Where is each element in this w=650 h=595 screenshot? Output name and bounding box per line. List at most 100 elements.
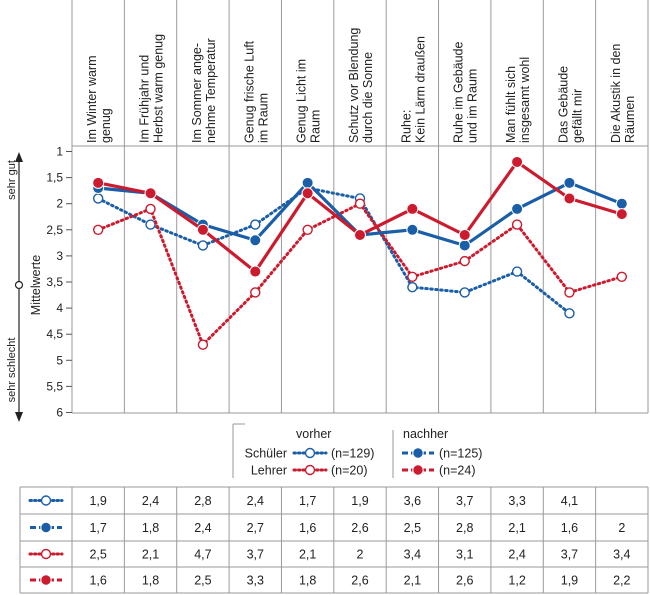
y-axis-bottom-label: sehr schlecht bbox=[6, 338, 18, 403]
legend-header-nachher: nachher bbox=[403, 427, 448, 441]
table-cell-value: 2,6 bbox=[456, 574, 473, 588]
legend-n-label: (n=20) bbox=[331, 464, 367, 478]
data-point bbox=[459, 287, 470, 298]
table-cell-value: 2 bbox=[357, 548, 364, 562]
data-point bbox=[145, 219, 156, 230]
y-tick-label: 1 bbox=[56, 145, 63, 159]
data-point bbox=[458, 229, 471, 242]
legend: vorher nachher Schüler (n=129) (n=125) Lehrer… bbox=[232, 423, 482, 478]
data-point bbox=[144, 187, 157, 200]
data-point bbox=[616, 271, 628, 282]
data-point bbox=[511, 266, 523, 277]
table-cell-value: 2,8 bbox=[194, 494, 211, 508]
column-header-line: im Raum bbox=[256, 93, 270, 143]
column-header-line: insgesamt wohl bbox=[518, 57, 532, 143]
data-point bbox=[197, 240, 209, 251]
data-point bbox=[302, 224, 313, 236]
table-cell-value: 4,1 bbox=[561, 494, 578, 508]
data-point bbox=[406, 202, 419, 215]
legend-marker bbox=[40, 548, 52, 560]
table-cell-value: 2,4 bbox=[247, 494, 264, 508]
table-cell-value: 1,9 bbox=[89, 494, 106, 508]
data-point bbox=[354, 198, 366, 209]
table-cell-value: 1,6 bbox=[89, 574, 106, 588]
table-cell-value: 2,1 bbox=[142, 548, 159, 562]
arrow-down-icon bbox=[15, 412, 23, 422]
column-header-line: Im Frühjahr und bbox=[138, 55, 152, 143]
legend-row-label: Schüler bbox=[245, 447, 287, 461]
table-cell-value: 2,4 bbox=[508, 548, 525, 562]
data-point bbox=[511, 219, 523, 230]
column-header-line: Herbst warm genug bbox=[152, 34, 166, 143]
y-tick-label: 5 bbox=[56, 353, 63, 367]
table-cell-value: 1,9 bbox=[561, 574, 578, 588]
grid bbox=[71, 0, 649, 414]
table-cell-value: 1,8 bbox=[142, 521, 159, 535]
data-point bbox=[92, 224, 104, 236]
data-point bbox=[249, 234, 262, 247]
table-cell-value: 3,1 bbox=[456, 548, 473, 562]
column-header-label: Im Frühjahr undHerbst warm genug bbox=[138, 34, 166, 143]
column-header-line: Genug Licht im bbox=[295, 59, 309, 143]
data-point bbox=[615, 197, 628, 210]
column-header-line: Im Winter warm bbox=[85, 56, 99, 144]
table-cell-value: 1,9 bbox=[351, 494, 368, 508]
table-cell-value: 2,5 bbox=[194, 574, 211, 588]
column-header-label: Im Winter warmgenug bbox=[85, 56, 113, 144]
table-cell-value: 2,7 bbox=[247, 521, 264, 535]
table-cell-value: 2,5 bbox=[404, 521, 421, 535]
table-cell-value: 1,7 bbox=[299, 494, 316, 508]
column-header-line: Schutz vor Blendung bbox=[347, 28, 361, 143]
column-header-label: Schutz vor Blendungdurch die Sonne bbox=[347, 28, 375, 143]
data-point bbox=[407, 271, 418, 282]
table-cell-value: 3,7 bbox=[456, 494, 473, 508]
data-point bbox=[511, 202, 524, 215]
legend-marker bbox=[40, 521, 52, 534]
legend-marker bbox=[304, 464, 316, 476]
column-header-line: Räumen bbox=[623, 96, 637, 143]
data-table: 1,9 2,4 2,8 2,4 1,7 1,9 3,6 3,7 3,3 4,1 1,7 1,8 2,4 2… bbox=[19, 486, 649, 594]
data-point bbox=[92, 176, 105, 189]
legend-n-label: (n=125) bbox=[439, 447, 482, 461]
table-cell-value: 2,1 bbox=[299, 548, 316, 562]
table-cell-value: 1,8 bbox=[142, 574, 159, 588]
column-header-line: gefällt mir bbox=[570, 89, 584, 143]
midpoint-marker bbox=[14, 280, 24, 290]
y-tick-label: 4,5 bbox=[46, 327, 63, 341]
table-cell-value: 3,6 bbox=[404, 494, 421, 508]
arrow-up-icon bbox=[15, 152, 23, 162]
table-cell-value: 2 bbox=[618, 521, 625, 535]
table-cell-value: 3,3 bbox=[247, 574, 264, 588]
y-tick-label: 5,5 bbox=[46, 379, 63, 393]
y-axis-top-label: sehr gut bbox=[6, 160, 18, 200]
y-tick-label: 2 bbox=[56, 197, 63, 211]
column-headers: Im Winter warmgenug Im Frühjahr undHerbst… bbox=[85, 28, 637, 143]
data-point bbox=[511, 155, 524, 168]
y-tick-label: 3,5 bbox=[46, 275, 63, 289]
table-cell-value: 1,8 bbox=[299, 574, 316, 588]
table-cell-value: 1,6 bbox=[299, 521, 316, 535]
table-cell-value: 1,6 bbox=[561, 521, 578, 535]
column-header-line: Raum bbox=[309, 110, 323, 143]
data-point bbox=[564, 308, 575, 319]
table-cell-value: 2,5 bbox=[89, 548, 106, 562]
legend-header-vorher: vorher bbox=[296, 427, 331, 441]
table-cell-value: 2,4 bbox=[194, 521, 211, 535]
column-header-line: und im Raum bbox=[466, 69, 480, 143]
table-cell-value: 2,2 bbox=[613, 574, 630, 588]
column-header-line: Kein Lärm draußen bbox=[413, 36, 427, 143]
column-header-line: Im Sommer ange- bbox=[190, 43, 204, 143]
table-cell-value: 4,7 bbox=[194, 548, 211, 562]
table-cell-value: 1,7 bbox=[89, 521, 106, 535]
column-header-line: Die Akustik in den bbox=[609, 44, 623, 143]
column-header-label: Ruhe im Gebäudeund im Raum bbox=[452, 41, 480, 143]
y-tick-label: 6 bbox=[56, 406, 63, 420]
data-point bbox=[145, 203, 156, 215]
data-point bbox=[92, 193, 104, 204]
table-cell-value: 2,6 bbox=[351, 574, 368, 588]
data-point bbox=[615, 208, 628, 221]
y-tick-label: 3 bbox=[56, 249, 63, 263]
legend-marker bbox=[412, 464, 424, 476]
data-point bbox=[301, 176, 314, 189]
column-header-line: Man fühlt sich bbox=[504, 66, 518, 143]
